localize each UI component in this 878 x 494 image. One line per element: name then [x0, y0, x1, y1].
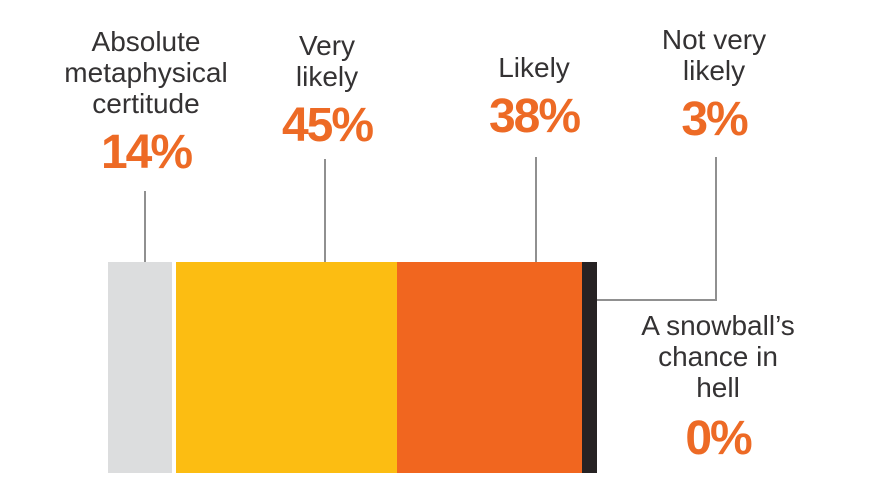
- bar-segment-absolute-metaphysical-certitude: [108, 262, 177, 473]
- percent-value-absolute-metaphysical-certitude: 14%: [100, 126, 193, 179]
- label-line: chance in: [658, 341, 778, 372]
- stacked-bar: [108, 262, 597, 473]
- label-group-snowballs-chance: A snowball’s chance in hell 0%: [628, 310, 808, 465]
- connector-line-very-likely: [324, 159, 326, 262]
- percent-value-very-likely: 45%: [281, 99, 374, 152]
- category-label-snowballs-chance: A snowball’s chance in hell: [628, 310, 808, 403]
- category-label-very-likely: Very likely: [257, 30, 397, 92]
- label-line: Likely: [498, 52, 570, 83]
- label-line: likely: [295, 61, 359, 92]
- bar-segment-not-very-likely: [582, 262, 597, 473]
- percent-value-not-very-likely: 3%: [681, 93, 748, 146]
- category-label-not-very-likely: Not very likely: [634, 24, 794, 86]
- label-line: hell: [696, 372, 740, 403]
- connector-line-not-very-likely-vertical: [715, 157, 717, 301]
- category-label-absolute-metaphysical-certitude: Absolute metaphysical certitude: [36, 26, 256, 119]
- label-line: metaphysical: [64, 57, 228, 88]
- label-group-likely: Likely 38%: [464, 52, 604, 143]
- bar-segment-very-likely: [176, 262, 397, 473]
- percent-value-likely: 38%: [488, 90, 581, 143]
- label-line: Very: [298, 30, 356, 61]
- connector-line-absolute-metaphysical-certitude: [144, 191, 146, 262]
- label-line: Not very: [661, 24, 767, 55]
- category-label-likely: Likely: [464, 52, 604, 83]
- label-line: certitude: [92, 88, 200, 119]
- bar-segment-likely: [396, 262, 583, 473]
- label-line: likely: [682, 55, 746, 86]
- label-line: A snowball’s: [641, 310, 795, 341]
- label-group-absolute-metaphysical-certitude: Absolute metaphysical certitude 14%: [36, 26, 256, 179]
- connector-line-likely: [535, 157, 537, 262]
- connector-line-not-very-likely-horizontal: [597, 299, 717, 301]
- percent-value-snowballs-chance: 0%: [685, 412, 752, 465]
- label-group-not-very-likely: Not very likely 3%: [634, 24, 794, 146]
- label-group-very-likely: Very likely 45%: [257, 30, 397, 152]
- label-line: Absolute: [91, 26, 201, 57]
